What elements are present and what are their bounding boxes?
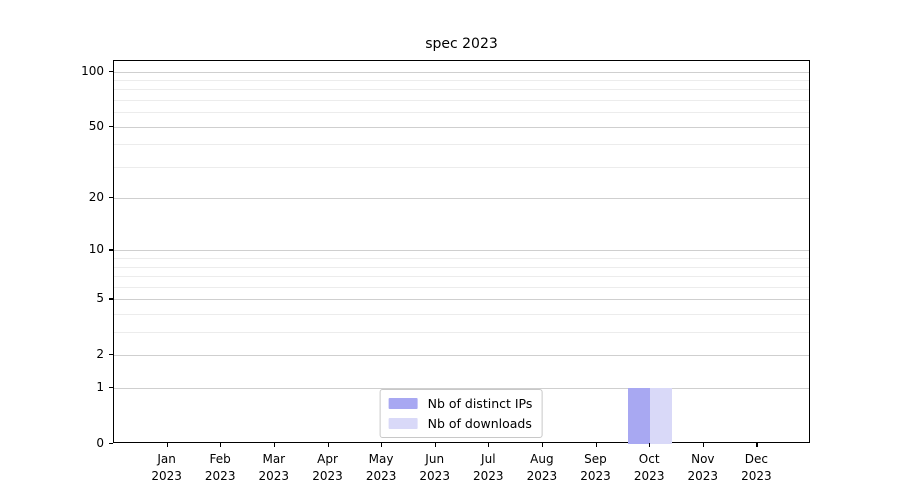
minor-gridline [114,266,809,268]
year-label: 2023 [473,469,504,483]
year-label: 2023 [258,469,290,483]
y-axis-tick-label: 0 [96,436,104,450]
plot-area [113,60,810,444]
y-axis-tick [109,298,113,300]
year-label: 2023 [687,469,719,483]
x-axis-tick [541,443,544,447]
y-axis-tick-label: 2 [96,347,104,362]
minor-gridline [114,79,809,81]
major-gridline [114,250,809,252]
x-axis-tick-label: Feb 2023 [205,451,236,485]
month-label: Jul [481,452,496,466]
y-axis-tick [109,197,113,199]
legend: Nb of distinct IPs Nb of downloads [379,389,543,438]
minor-gridline [114,314,809,316]
y-axis-tick-label: 50 [88,118,104,133]
x-axis-tick [381,443,383,447]
x-axis-tick-label: Sep 2023 [580,451,611,485]
minor-gridline [114,258,809,260]
legend-entry: Nb of distinct IPs [388,396,533,411]
x-axis-tick [220,443,222,447]
month-label: Mar [262,452,286,466]
minor-gridline [114,332,809,334]
x-axis-tick [649,443,651,447]
y-axis-tick-label: 5 [96,291,104,306]
year-label: 2023 [204,469,236,483]
minor-gridline [114,89,809,91]
minor-gridline [114,166,809,168]
bar-downloads [650,388,673,444]
year-label: 2023 [633,469,665,483]
year-label: 2023 [741,469,772,483]
y-axis-tick [109,354,113,356]
legend-label: Nb of downloads [427,416,532,431]
legend-swatch [388,398,418,409]
x-axis-tick [327,443,329,447]
major-gridline [114,126,809,128]
y-axis-tick-label: 1 [96,380,104,395]
month-label: Feb [209,452,231,466]
y-axis-tick-label: 20 [88,190,104,205]
x-axis-tick-label: Nov 2023 [688,451,719,485]
x-axis-tick [702,443,704,447]
minor-gridline [114,144,809,146]
year-label: 2023 [312,469,343,483]
major-gridline [114,299,809,301]
x-axis-tick-label: Jun 2023 [419,451,450,485]
year-label: 2023 [365,469,397,483]
year-label: 2023 [151,469,182,483]
y-axis-tick [109,249,113,251]
x-axis-tick [595,443,597,447]
x-axis-tick-label: Dec 2023 [741,451,772,485]
x-axis-tick [273,443,275,447]
x-axis-tick [166,443,168,447]
legend-swatch [388,418,418,429]
month-label: Jun [425,452,445,466]
major-gridline [114,71,809,73]
year-label: 2023 [526,469,558,483]
chart-title: spec 2023 [425,36,498,52]
y-axis-tick [109,387,113,389]
month-label: Aug [530,452,554,466]
bar-distinct-ips [628,388,651,444]
month-label: Oct [638,452,660,466]
minor-gridline [114,286,809,288]
x-axis-tick-label: Mar 2023 [259,451,290,485]
minor-gridline [114,112,809,114]
y-axis-tick [109,125,113,127]
year-label: 2023 [580,469,611,483]
minor-gridline [114,99,809,101]
legend-entry: Nb of downloads [388,416,533,431]
x-axis-tick-label: May 2023 [366,451,397,485]
year-label: 2023 [419,469,450,483]
y-axis-tick [109,70,113,72]
month-label: Dec [744,452,769,466]
legend-label: Nb of distinct IPs [427,396,533,411]
x-axis-tick-label: Jul 2023 [473,451,504,485]
x-axis-tick [434,443,436,447]
major-gridline [114,388,809,390]
x-axis-tick [488,443,490,447]
major-gridline [114,355,809,357]
x-axis-tick-label: Apr 2023 [312,451,343,485]
month-label: Nov [691,452,715,466]
month-label: Jan [157,452,176,466]
y-axis-tick-label: 100 [81,63,104,78]
y-axis-tick-label: 10 [88,242,104,257]
month-label: Apr [317,452,338,466]
x-axis-tick-label: Aug 2023 [527,451,558,485]
minor-gridline [114,276,809,278]
x-axis-tick-label: Jan 2023 [151,451,182,485]
x-axis-tick [756,443,758,447]
month-label: May [368,452,394,466]
month-label: Sep [584,452,607,466]
y-axis-tick [109,443,113,445]
major-gridline [114,198,809,200]
x-axis-tick-label: Oct 2023 [634,451,665,485]
